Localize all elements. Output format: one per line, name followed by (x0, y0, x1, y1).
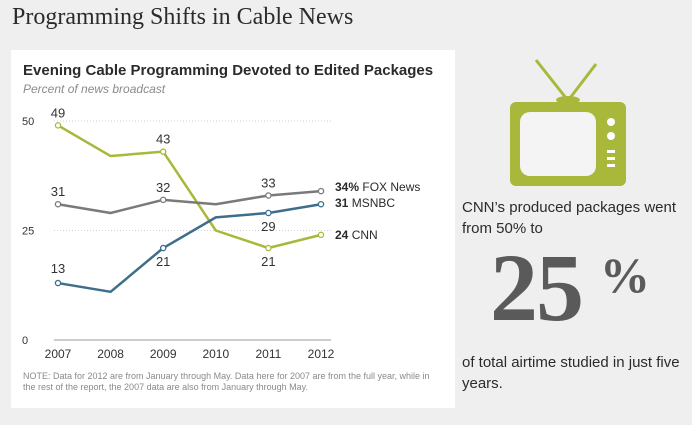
y-tick-label: 25 (22, 226, 34, 238)
x-tick-label: 2008 (97, 347, 124, 361)
series-line-cnn (57, 124, 322, 250)
stat-lead-text: CNN’s produced packages went from 50% to (462, 199, 677, 237)
series-end-label: 34% FOX News (335, 180, 420, 194)
x-tick-label: 2007 (45, 347, 72, 361)
data-label: 32 (156, 180, 170, 195)
stat-big-number: 25 (490, 234, 584, 341)
chart-title: Evening Cable Programming Devoted to Edi… (23, 62, 434, 79)
series-line-msnbc (57, 202, 322, 294)
data-point (54, 200, 62, 208)
data-label: 43 (156, 132, 170, 147)
stat-tail-text: of total airtime studied in just five ye… (462, 354, 680, 392)
line-chart: 0 25 50 2007 2008 2009 2010 2011 2012 49 43 21 31 32 3… (22, 105, 420, 361)
data-point (317, 231, 325, 239)
x-tick-label: 2010 (202, 347, 229, 361)
data-point (159, 148, 167, 155)
data-label: 21 (261, 254, 275, 269)
television-icon (510, 59, 626, 186)
y-tick-label: 0 (22, 335, 28, 347)
x-tick-label: 2011 (255, 347, 281, 361)
data-point (159, 196, 167, 204)
data-point (54, 279, 62, 287)
data-point (265, 192, 272, 199)
chart-card: Evening Cable Programming Devoted to Edi… (11, 50, 455, 408)
chart-note: NOTE: Data for 2012 are from January thr… (23, 371, 430, 392)
series-end-label: 31 MSNBC (335, 196, 395, 210)
data-point (317, 200, 325, 208)
series-line-fox-news (57, 189, 322, 215)
page-title: Programming Shifts in Cable News (12, 4, 354, 30)
stat-percent-sign: % (600, 247, 650, 303)
data-label: 29 (261, 219, 275, 234)
y-tick-label: 50 (22, 116, 34, 128)
chart-subtitle: Percent of news broadcast (23, 82, 166, 96)
data-point (159, 244, 167, 252)
series-end-label: 24 CNN (335, 228, 378, 242)
data-label: 31 (51, 184, 65, 199)
data-label: 21 (156, 254, 170, 269)
data-point (317, 187, 325, 195)
x-tick-label: 2009 (150, 347, 177, 361)
x-tick-label: 2012 (308, 347, 335, 361)
data-point (265, 244, 272, 252)
data-label: 49 (51, 105, 65, 120)
data-label: 13 (51, 261, 65, 276)
data-label: 33 (261, 175, 275, 190)
data-point (54, 122, 62, 129)
data-point (265, 209, 272, 217)
